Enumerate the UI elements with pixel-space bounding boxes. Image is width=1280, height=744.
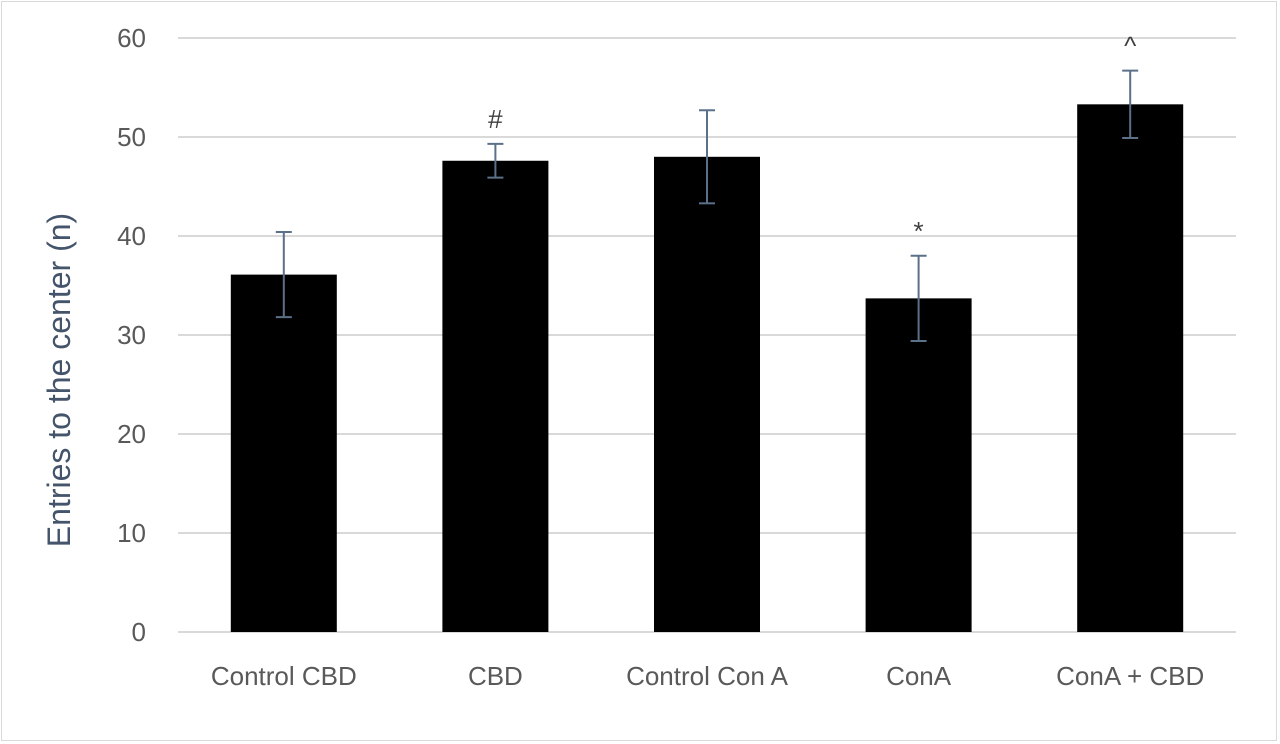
error-bars bbox=[275, 69, 1139, 342]
error-bar bbox=[487, 142, 504, 179]
y-tick-label: 50 bbox=[117, 122, 146, 152]
bar bbox=[865, 298, 972, 632]
significance-annotations: # * ^ bbox=[488, 31, 1137, 246]
y-tick-label: 20 bbox=[117, 419, 146, 449]
y-axis-title: Entries to the center (n) bbox=[41, 213, 77, 547]
significance-mark: * bbox=[914, 216, 924, 246]
x-tick-label: CBD bbox=[468, 661, 523, 691]
bar bbox=[442, 160, 549, 632]
x-tick-label: ConA bbox=[886, 661, 952, 691]
error-bar bbox=[699, 109, 715, 205]
bar bbox=[1077, 104, 1184, 632]
y-tick-label: 60 bbox=[117, 23, 146, 53]
x-tick-labels: Control CBD CBD Control Con A ConA ConA + CB… bbox=[211, 661, 1204, 691]
x-tick-label: Control Con A bbox=[626, 661, 789, 691]
y-tick-labels: 0 10 20 30 40 50 60 bbox=[117, 23, 146, 647]
y-tick-label: 0 bbox=[132, 617, 146, 647]
x-tick-label: ConA + CBD bbox=[1056, 661, 1204, 691]
bar bbox=[654, 156, 760, 633]
y-tick-label: 30 bbox=[117, 320, 146, 350]
y-tick-label: 10 bbox=[117, 518, 146, 548]
error-bar bbox=[910, 254, 927, 342]
error-bar bbox=[275, 231, 292, 319]
bar bbox=[230, 274, 337, 632]
significance-mark: # bbox=[488, 104, 503, 134]
y-tick-label: 40 bbox=[117, 221, 146, 251]
error-bar bbox=[1122, 69, 1139, 139]
significance-mark: ^ bbox=[1124, 31, 1137, 61]
x-tick-label: Control CBD bbox=[211, 661, 357, 691]
bars bbox=[230, 104, 1184, 633]
